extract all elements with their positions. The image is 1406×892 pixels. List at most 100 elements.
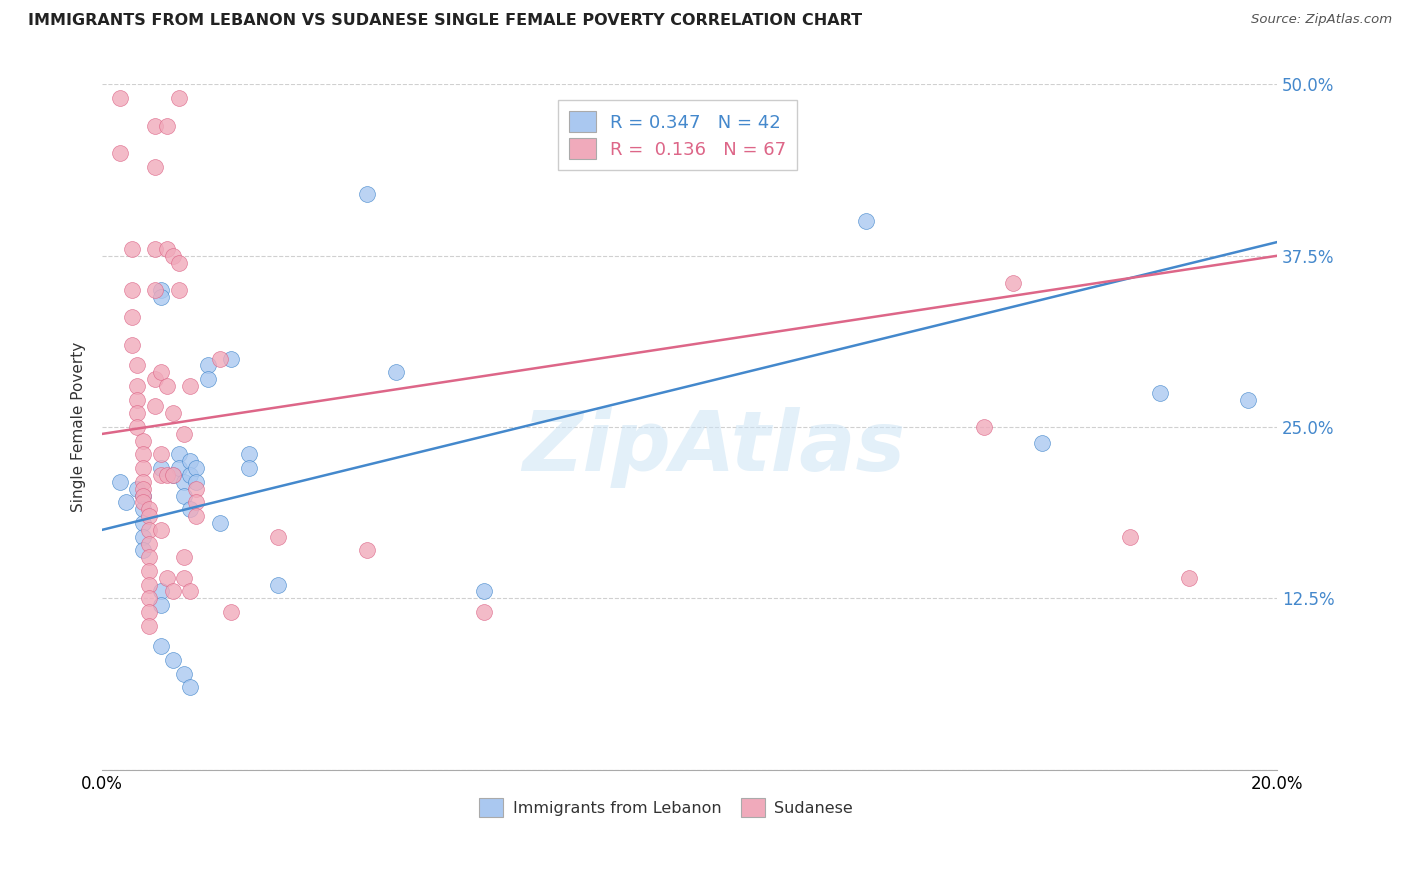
Point — [127, 359, 149, 373]
Point — [186, 461, 208, 475]
Point — [149, 283, 172, 297]
Point — [238, 461, 260, 475]
Point — [143, 119, 166, 133]
Point — [149, 290, 172, 304]
Point — [385, 365, 408, 379]
Point — [472, 584, 495, 599]
Point — [208, 516, 231, 530]
Point — [138, 619, 160, 633]
Point — [162, 468, 184, 483]
Point — [156, 468, 179, 483]
Point — [162, 468, 184, 483]
Point — [186, 482, 208, 496]
Point — [143, 400, 166, 414]
Point — [149, 461, 172, 475]
Point — [173, 426, 195, 441]
Point — [472, 605, 495, 619]
Point — [138, 564, 160, 578]
Point — [132, 489, 155, 503]
Point — [267, 577, 290, 591]
Point — [138, 523, 160, 537]
Point — [267, 530, 290, 544]
Point — [173, 571, 195, 585]
Point — [149, 640, 172, 654]
Point — [1178, 571, 1201, 585]
Point — [132, 489, 155, 503]
Point — [1031, 436, 1053, 450]
Point — [138, 536, 160, 550]
Point — [167, 91, 190, 105]
Point — [238, 447, 260, 461]
Point — [127, 420, 149, 434]
Point — [121, 242, 143, 256]
Point — [149, 584, 172, 599]
Text: Source: ZipAtlas.com: Source: ZipAtlas.com — [1251, 13, 1392, 27]
Point — [156, 571, 179, 585]
Point — [167, 283, 190, 297]
Point — [132, 502, 155, 516]
Point — [162, 584, 184, 599]
Point — [127, 379, 149, 393]
Point — [356, 187, 378, 202]
Point — [149, 598, 172, 612]
Point — [173, 489, 195, 503]
Point — [138, 509, 160, 524]
Y-axis label: Single Female Poverty: Single Female Poverty — [72, 342, 86, 512]
Point — [149, 468, 172, 483]
Point — [167, 461, 190, 475]
Point — [162, 406, 184, 420]
Point — [127, 406, 149, 420]
Point — [167, 447, 190, 461]
Point — [1149, 385, 1171, 400]
Point — [179, 379, 201, 393]
Point — [855, 214, 877, 228]
Point — [132, 461, 155, 475]
Point — [156, 119, 179, 133]
Point — [143, 160, 166, 174]
Point — [143, 283, 166, 297]
Point — [1001, 276, 1024, 290]
Text: IMMIGRANTS FROM LEBANON VS SUDANESE SINGLE FEMALE POVERTY CORRELATION CHART: IMMIGRANTS FROM LEBANON VS SUDANESE SING… — [28, 13, 862, 29]
Point — [132, 447, 155, 461]
Point — [179, 454, 201, 468]
Point — [132, 475, 155, 489]
Text: ZipAtlas: ZipAtlas — [522, 407, 905, 488]
Point — [132, 482, 155, 496]
Point — [173, 666, 195, 681]
Point — [197, 372, 219, 386]
Point — [138, 550, 160, 565]
Point — [121, 283, 143, 297]
Point — [143, 242, 166, 256]
Point — [1237, 392, 1260, 407]
Point — [138, 605, 160, 619]
Point — [186, 475, 208, 489]
Point — [186, 509, 208, 524]
Point — [1119, 530, 1142, 544]
Point — [179, 468, 201, 483]
Point — [162, 249, 184, 263]
Point — [208, 351, 231, 366]
Point — [156, 379, 179, 393]
Point — [132, 495, 155, 509]
Point — [149, 447, 172, 461]
Point — [186, 495, 208, 509]
Point — [149, 365, 172, 379]
Point — [114, 495, 136, 509]
Point — [108, 145, 131, 160]
Point — [127, 392, 149, 407]
Point — [173, 550, 195, 565]
Point — [179, 681, 201, 695]
Point — [138, 591, 160, 606]
Point — [138, 502, 160, 516]
Point — [121, 310, 143, 325]
Point — [179, 584, 201, 599]
Point — [156, 242, 179, 256]
Point — [132, 543, 155, 558]
Point — [143, 372, 166, 386]
Point — [121, 338, 143, 352]
Point — [197, 359, 219, 373]
Point — [173, 475, 195, 489]
Point — [973, 420, 995, 434]
Point — [132, 434, 155, 448]
Point — [221, 351, 243, 366]
